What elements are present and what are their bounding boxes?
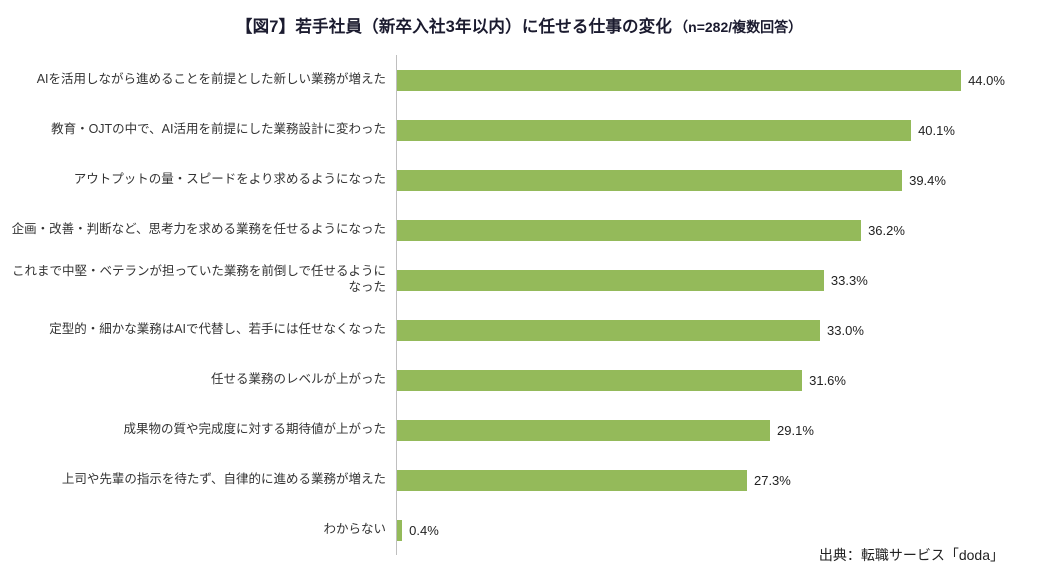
bar-track: 31.6% <box>396 355 1038 405</box>
value-label: 27.3% <box>753 472 791 488</box>
bar <box>397 369 803 391</box>
bar-track: 33.0% <box>396 305 1038 355</box>
value-label: 0.4% <box>409 522 439 538</box>
bar-row: 企画・改善・判断など、思考力を求める業務を任せるようになった 36.2% <box>0 205 1038 255</box>
category-label: わからない <box>323 522 386 537</box>
bar-row: 上司や先輩の指示を待たず、自律的に進める業務が増えた 27.3% <box>0 455 1038 505</box>
bar <box>397 169 903 191</box>
bar-row: わからない 0.4% <box>0 505 1038 555</box>
source-caption: 出典：転職サービス「doda」 <box>818 547 1004 563</box>
bar <box>397 69 962 91</box>
bar-row: これまで中堅・ベテランが担っていた業務を前倒しで任せるようになった 33.3% <box>0 255 1038 305</box>
category-label: アウトプットの量・スピードをより求めるようになった <box>73 172 386 187</box>
bar-track: 39.4% <box>396 155 1038 205</box>
bar-track: 29.1% <box>396 405 1038 455</box>
category-label: 教育・OJTの中で、AI活用を前提にした業務設計に変わった <box>51 122 386 137</box>
bar-row: 定型的・細かな業務はAIで代替し、若手には任せなくなった 33.0% <box>0 305 1038 355</box>
value-label: 36.2% <box>868 222 905 238</box>
bar-row: 成果物の質や完成度に対する期待値が上がった 29.1% <box>0 405 1038 455</box>
bar-track: 0.4% <box>396 505 1038 555</box>
value-label: 33.3% <box>830 272 868 288</box>
category-label: AIを活用しながら進めることを前提とした新しい業務が増えた <box>36 72 386 87</box>
value-label: 31.6% <box>809 372 846 388</box>
bar-row: AIを活用しながら進めることを前提とした新しい業務が増えた 44.0% <box>0 55 1038 105</box>
category-label: 定型的・細かな業務はAIで代替し、若手には任せなくなった <box>49 322 386 337</box>
value-label: 39.4% <box>909 172 946 188</box>
value-label: 29.1% <box>777 422 814 438</box>
bar-row: 教育・OJTの中で、AI活用を前提にした業務設計に変わった 40.1% <box>0 105 1038 155</box>
value-label: 33.0% <box>827 322 864 338</box>
bar-track: 27.3% <box>396 455 1038 505</box>
value-label: 40.1% <box>918 122 955 138</box>
bar <box>397 319 821 341</box>
bar-track: 36.2% <box>396 205 1038 255</box>
value-label: 44.0% <box>968 72 1005 88</box>
category-label: 上司や先輩の指示を待たず、自律的に進める業務が増えた <box>61 472 386 487</box>
bar <box>397 419 771 441</box>
chart-title-main: 【図7】若手社員（新卒入社3年以内）に任せる仕事の変化 <box>235 18 673 36</box>
category-label: 任せる業務のレベルが上がった <box>210 372 386 387</box>
bar-row: 任せる業務のレベルが上がった 31.6% <box>0 355 1038 405</box>
category-label: 企画・改善・判断など、思考力を求める業務を任せるようになった <box>11 222 386 237</box>
category-label: 成果物の質や完成度に対する期待値が上がった <box>123 422 386 437</box>
bar <box>397 219 862 241</box>
bar-track: 40.1% <box>396 105 1038 155</box>
category-label: これまで中堅・ベテランが担っていた業務を前倒しで任せるようになった <box>11 264 386 294</box>
bar-track: 33.3% <box>396 255 1038 305</box>
bar-track: 44.0% <box>396 55 1038 105</box>
bar <box>397 119 912 141</box>
bar-row: アウトプットの量・スピードをより求めるようになった 39.4% <box>0 155 1038 205</box>
chart-title-note: （n=282/複数回答） <box>674 19 803 35</box>
chart-title: 【図7】若手社員（新卒入社3年以内）に任せる仕事の変化 （n=282/複数回答） <box>0 0 1038 37</box>
bar <box>397 519 403 541</box>
bar <box>397 469 747 491</box>
bar-chart: AIを活用しながら進めることを前提とした新しい業務が増えた 44.0% 教育・OJT… <box>0 55 1038 555</box>
bar <box>397 269 824 291</box>
